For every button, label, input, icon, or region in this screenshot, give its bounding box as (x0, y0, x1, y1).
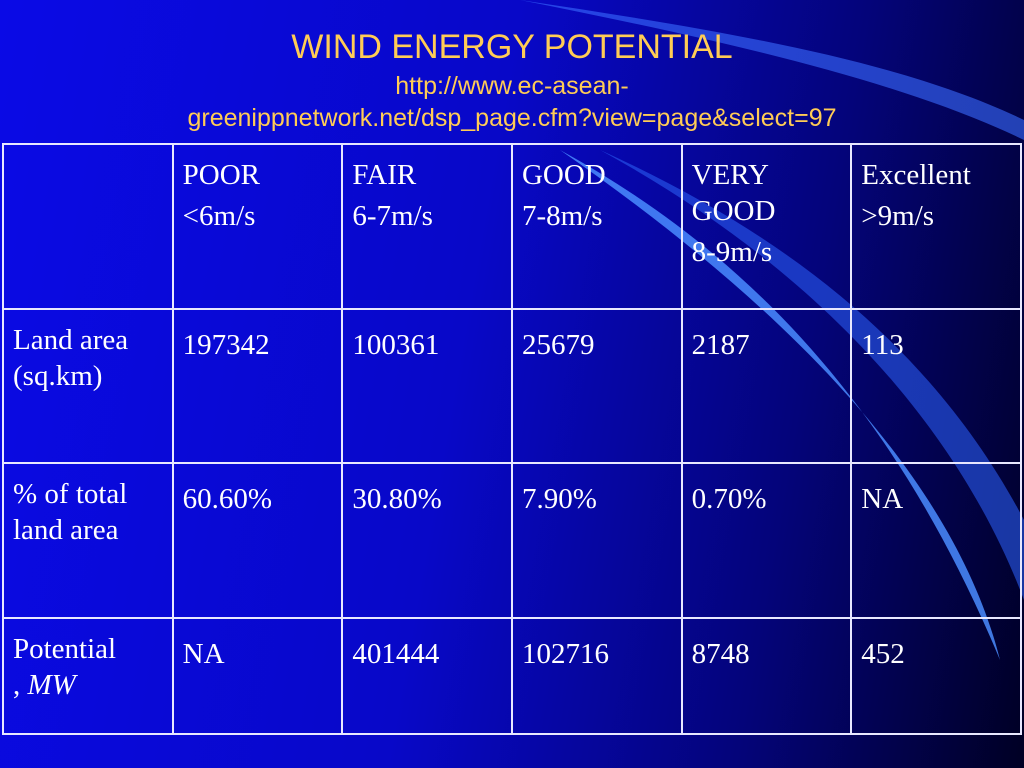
subtitle: http://www.ec-asean-greenippnetwork.net/… (0, 70, 1024, 134)
column-range: <6m/s (182, 200, 256, 232)
table-cell: 8748 (680, 617, 853, 735)
unit: MW (27, 669, 76, 701)
row-label-text: Potential (13, 633, 117, 665)
column-header: Excellent >9m/s (850, 143, 1022, 310)
table-cell: 401444 (341, 617, 513, 735)
table-row: % of total land area 60.60% 30.80% 7.90% 0.7… (2, 462, 1022, 619)
table-cell: 197342 (171, 308, 344, 464)
row-label-text: Land area (sq.km) (13, 324, 129, 392)
row-label-unit: , MW (13, 667, 164, 703)
table-row: Land area (sq.km) 197342 100361 25679 2187 11… (2, 308, 1022, 464)
column-label: Excellent (861, 159, 971, 191)
column-header: POOR <6m/s (171, 143, 344, 310)
table-cell: 7.90% (510, 462, 683, 619)
table-cell: NA (171, 617, 344, 735)
column-label: FAIR (352, 159, 417, 191)
row-label-text: % of total land area (13, 478, 128, 546)
row-label: Land area (sq.km) (2, 308, 174, 464)
title: WIND ENERGY POTENTIAL (291, 28, 733, 66)
table-cell: 452 (850, 617, 1022, 735)
table-cell: NA (850, 462, 1022, 619)
subtitle-line: http://www.ec-asean- (395, 72, 629, 100)
column-range: >9m/s (861, 200, 935, 232)
table-cell: 2187 (680, 308, 853, 464)
column-range: 8-9m/s (691, 236, 773, 268)
table-cell: 60.60% (171, 462, 344, 619)
table-cell: 113 (850, 308, 1022, 464)
column-header: GOOD 7-8m/s (510, 143, 683, 310)
column-label: VERY GOOD (691, 159, 776, 227)
row-label: Potential, MW (2, 617, 174, 735)
column-label: GOOD (521, 159, 606, 191)
column-header: FAIR 6-7m/s (341, 143, 513, 310)
unit-separator: , (13, 669, 21, 701)
table-cell: 25679 (510, 308, 683, 464)
subtitle-line: greenippnetwork.net/dsp_page.cfm?view=pa… (187, 104, 837, 132)
header-row: POOR <6m/s FAIR 6-7m/s GOOD 7-8m/s VERY GOOD 8-… (2, 143, 1022, 310)
column-range: 6-7m/s (352, 200, 433, 232)
corner-cell (2, 143, 174, 310)
column-label: POOR (182, 159, 261, 191)
row-label: % of total land area (2, 462, 174, 619)
table-cell: 30.80% (341, 462, 513, 619)
column-range: 7-8m/s (521, 200, 603, 232)
table-cell: 102716 (510, 617, 683, 735)
table-cell: 0.70% (680, 462, 853, 619)
table-row: Potential, MW NA 401444 102716 8748 452 (2, 617, 1022, 735)
table-cell: 100361 (341, 308, 513, 464)
table: POOR <6m/s FAIR 6-7m/s GOOD 7-8m/s VERY GOOD 8-… (2, 143, 1022, 735)
column-header: VERY GOOD 8-9m/s (680, 143, 853, 310)
